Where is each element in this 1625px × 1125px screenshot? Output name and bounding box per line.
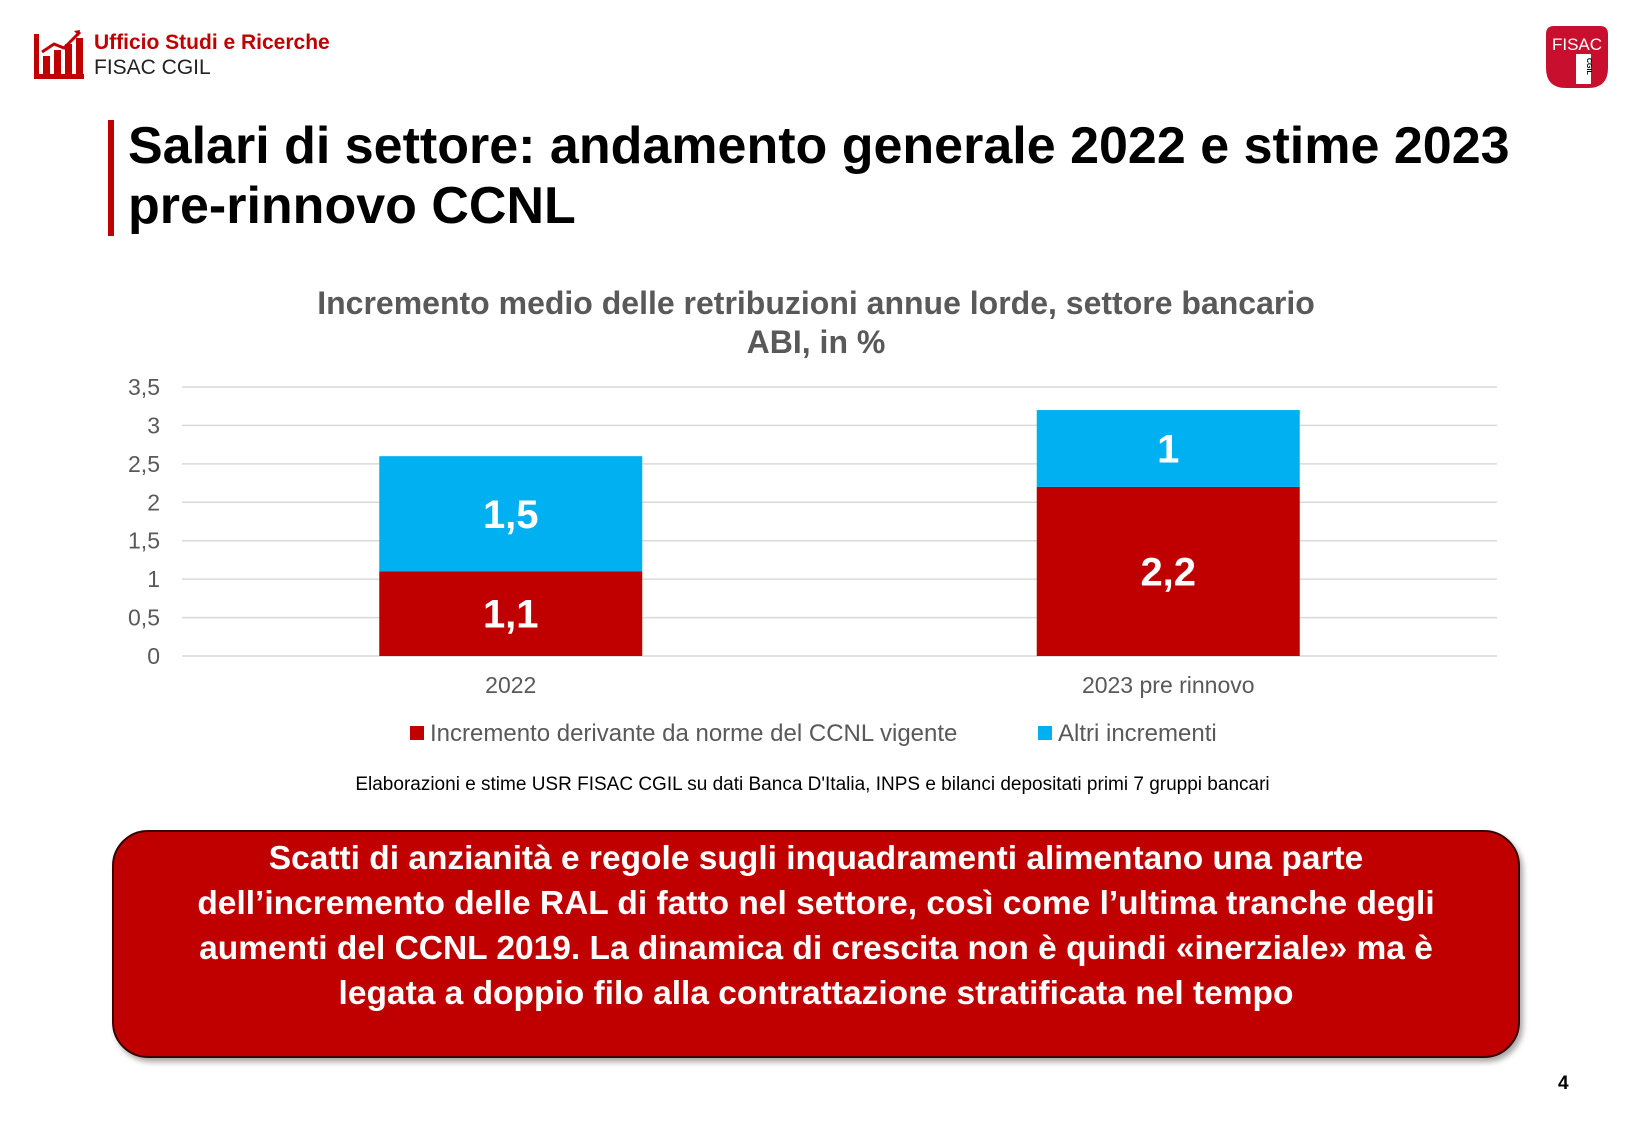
- badge-sub: CGIL: [1585, 58, 1592, 75]
- bar-chart-icon: [34, 30, 84, 79]
- source-note: Elaborazioni e stime USR FISAC CGIL su d…: [355, 774, 1270, 795]
- stacked-bar-chart: Incremento medio delle retribuzioni annu…: [128, 285, 1497, 747]
- legend-swatch: [410, 726, 424, 740]
- y-tick-label: 0,5: [128, 605, 160, 631]
- data-label: 1,5: [483, 493, 539, 537]
- data-label: 2,2: [1140, 550, 1196, 594]
- y-tick-label: 2,5: [128, 451, 160, 477]
- fisac-badge: FISAC CGIL: [1546, 26, 1608, 88]
- data-label: 1,1: [483, 593, 539, 637]
- data-label: 1: [1157, 427, 1179, 471]
- y-tick-label: 1: [147, 566, 160, 592]
- y-tick-label: 3: [147, 412, 160, 438]
- y-tick-label: 2: [147, 489, 160, 515]
- legend-swatch: [1038, 726, 1052, 740]
- y-tick-label: 0: [147, 643, 160, 669]
- page-number: 4: [1558, 1073, 1569, 1094]
- legend-label: Altri incrementi: [1058, 720, 1217, 747]
- category-label: 2023 pre rinnovo: [1082, 672, 1255, 698]
- category-label: 2022: [485, 672, 536, 698]
- chart-title-line-1: Incremento medio delle retribuzioni annu…: [317, 285, 1315, 321]
- title-accent-bar: [108, 120, 114, 236]
- bar-segment: [1036, 486, 1300, 656]
- chart-title-line-2: ABI, in %: [747, 324, 886, 360]
- org-name: Ufficio Studi e Ricerche: [94, 31, 330, 54]
- bar-segment: [379, 456, 643, 572]
- legend-label: Incremento derivante da norme del CCNL v…: [430, 720, 957, 747]
- org-subtitle: FISAC CGIL: [94, 56, 211, 79]
- badge-text: FISAC: [1552, 35, 1602, 54]
- y-tick-label: 3,5: [128, 374, 160, 400]
- bar-segment: [379, 571, 643, 656]
- y-tick-label: 1,5: [128, 528, 160, 554]
- callout-text: Scatti di anzianità e regole sugli inqua…: [197, 840, 1435, 1012]
- bar-segment: [1036, 410, 1300, 487]
- callout-box: Scatti di anzianità e regole sugli inqua…: [112, 830, 1520, 1058]
- page-title: Salari di settore: andamento generale 20…: [128, 117, 1510, 235]
